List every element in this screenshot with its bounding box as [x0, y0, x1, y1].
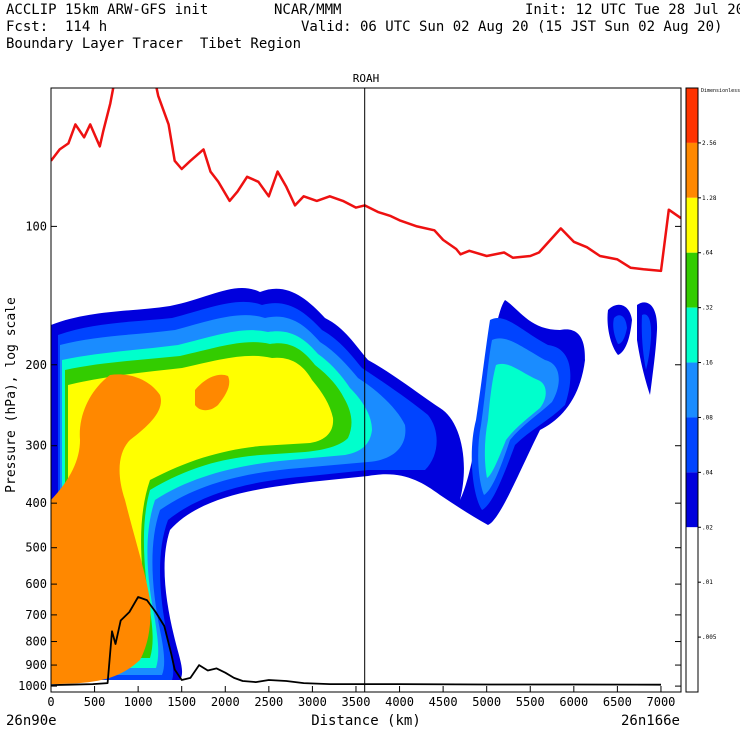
- colorbar-level-label: 2.56: [702, 140, 717, 147]
- model-title: ACCLIP 15km ARW-GFS init: [6, 2, 209, 18]
- x-tick-label: 6500: [603, 695, 632, 709]
- x-tick-label: 500: [84, 695, 106, 709]
- tracer-level-02-east: [613, 314, 652, 370]
- y-tick-label: 200: [25, 358, 47, 372]
- colorbar-swatch: [686, 417, 698, 473]
- colorbar-level-label: .04: [702, 469, 713, 476]
- colorbar-level-label: .08: [702, 414, 713, 421]
- colorbar-swatch: [686, 197, 698, 253]
- y-tick-label: 400: [25, 496, 47, 510]
- x-tick-label: 5000: [472, 695, 501, 709]
- y-tick-label: 100: [25, 219, 47, 233]
- product-name: Boundary Layer Tracer Tibet Region: [6, 36, 302, 52]
- init-time: Init: 12 UTC Tue 28 Jul 20: [525, 2, 740, 18]
- tracer-level-64b: [195, 374, 230, 411]
- colorbar-swatch: [686, 252, 698, 308]
- y-axis: 100 200 300 400 500 600 700 800 900 1000: [18, 219, 681, 693]
- x-tick-label: 5500: [516, 695, 545, 709]
- colorbar-level-label: .01: [702, 579, 713, 586]
- x-tick-label: 4500: [429, 695, 458, 709]
- colorbar-level-label: .64: [702, 250, 713, 257]
- y-tick-label: 700: [25, 608, 47, 622]
- colorbar-swatch: [686, 527, 698, 583]
- forecast-hour: Fcst: 114 h: [6, 19, 108, 35]
- x-tick-label: 3000: [298, 695, 327, 709]
- colorbar-swatch: [686, 637, 698, 692]
- colorbar-level-label: .02: [702, 524, 713, 531]
- colorbar-level-label: .005: [702, 634, 717, 641]
- y-tick-label: 300: [25, 439, 47, 453]
- colorbar-level-label: .16: [702, 360, 713, 367]
- x-tick-label: 2500: [254, 695, 283, 709]
- x-tick-label: 4000: [385, 695, 414, 709]
- x-tick-label: 6000: [559, 695, 588, 709]
- y-tick-label: 1000: [18, 679, 47, 693]
- y-tick-label: 600: [25, 577, 47, 591]
- x-start-label: 26n90e: [6, 713, 57, 729]
- colorbar-swatch: [686, 142, 698, 198]
- colorbar-swatch: [686, 362, 698, 418]
- x-tick-label: 0: [47, 695, 54, 709]
- y-axis-label: Pressure (hPa), log scale: [4, 297, 19, 493]
- org-label: NCAR/MMM: [274, 2, 342, 18]
- colorbar-frame: [685, 87, 699, 693]
- tropopause-line: [51, 88, 681, 273]
- y-tick-label: 900: [25, 658, 47, 672]
- x-tick-label: 2000: [211, 695, 240, 709]
- colorbar-title: Dimensionless: [701, 88, 740, 94]
- colorbar-level-label: 1.28: [702, 195, 717, 202]
- colorbar-swatch: [686, 307, 698, 363]
- colorbar: Dimensionless 2.56 1.28 .64 .32 .16 .08 .04 .02.…: [685, 87, 740, 693]
- line-layer: [51, 88, 681, 686]
- valid-time: Valid: 06 UTC Sun 02 Aug 20 (15 JST Sun …: [301, 19, 723, 35]
- tracer-shading: [51, 287, 658, 684]
- y-tick-label: 800: [25, 635, 47, 649]
- colorbar-swatch: [686, 472, 698, 528]
- chart-title: ROAH: [353, 72, 380, 85]
- x-axis-label: Distance (km): [311, 713, 421, 729]
- colorbar-level-label: .32: [702, 305, 713, 312]
- colorbar-swatch: [686, 88, 698, 143]
- terrain-line: [51, 596, 662, 686]
- plot-frame: [50, 87, 682, 693]
- x-end-label: 26n166e: [621, 713, 680, 729]
- x-tick-label: 3500: [342, 695, 371, 709]
- x-tick-label: 1500: [167, 695, 196, 709]
- y-tick-label: 500: [25, 541, 47, 555]
- colorbar-swatch: [686, 582, 698, 638]
- x-tick-label: 7000: [647, 695, 676, 709]
- x-tick-label: 1000: [124, 695, 153, 709]
- x-axis: 0 500 1000 1500 2000 2500 3000 3500 4000 4500 5000…: [47, 686, 675, 709]
